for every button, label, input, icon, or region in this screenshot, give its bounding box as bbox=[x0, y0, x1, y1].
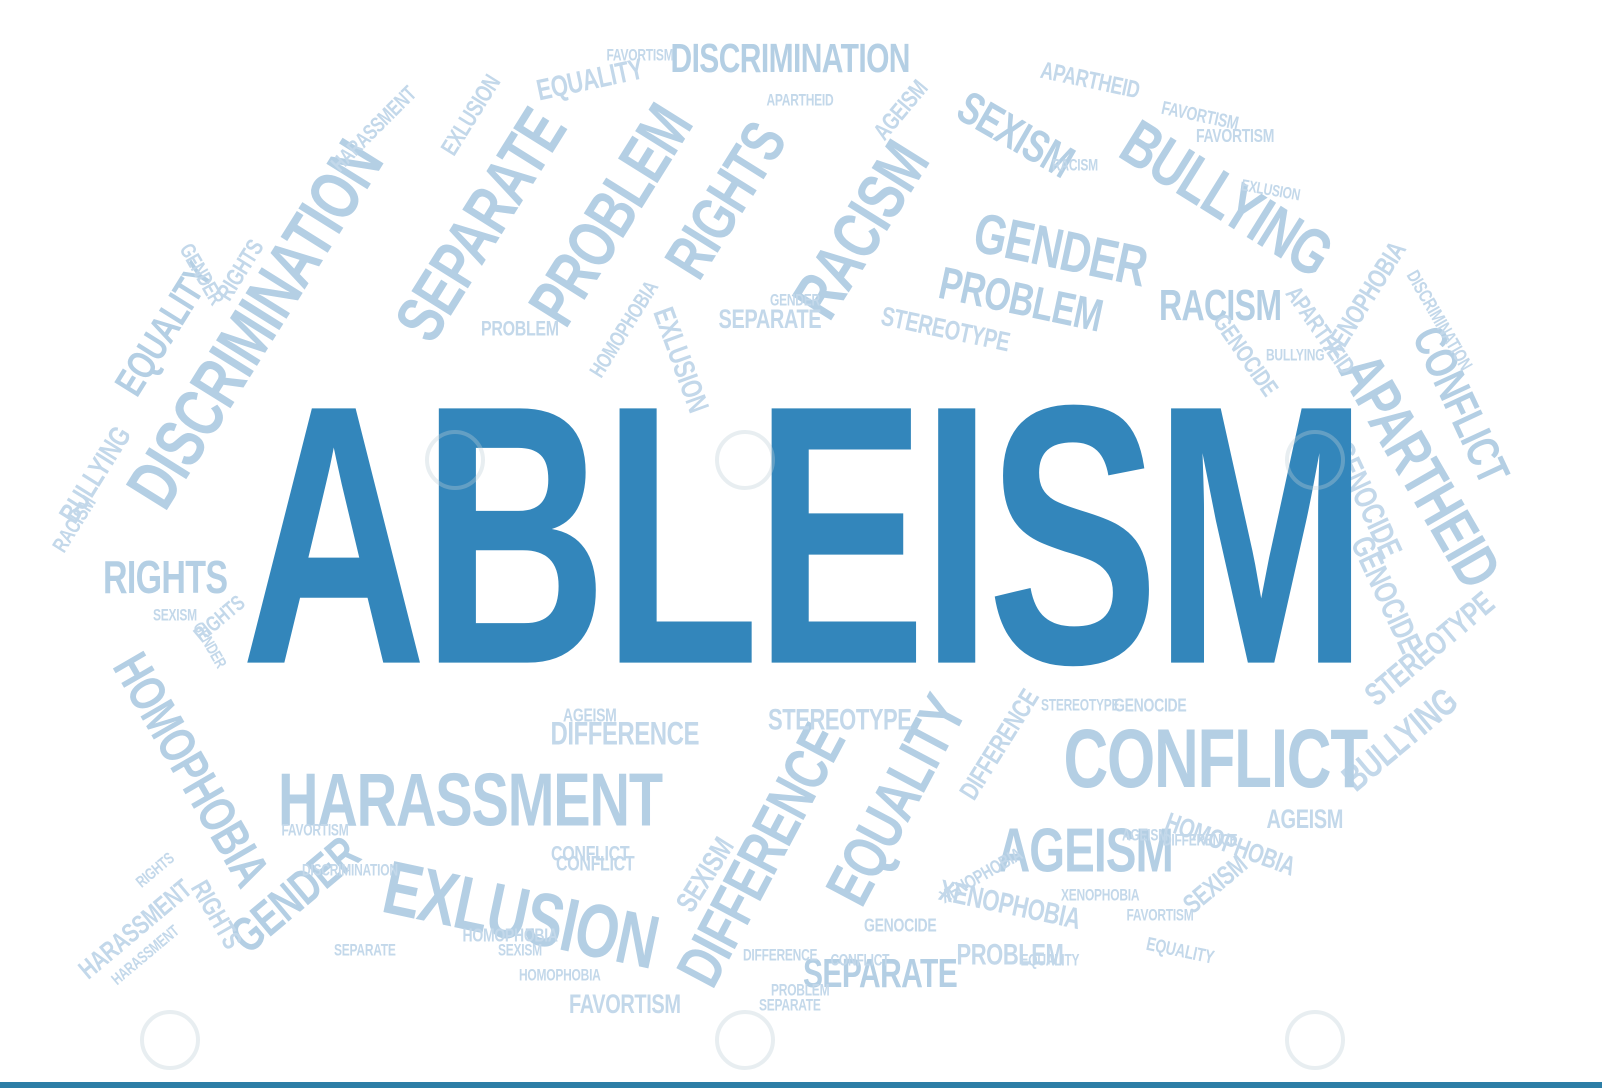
cloud-word: CONFLICT bbox=[556, 852, 635, 876]
cloud-word: FAVORTISM bbox=[1196, 124, 1275, 146]
cloud-word: BULLYING bbox=[1266, 345, 1325, 365]
cloud-word: SEPARATE bbox=[718, 305, 822, 335]
cloud-word: HOMOPHOBIA bbox=[519, 965, 601, 985]
cloud-word: STEREOTYPE bbox=[1041, 695, 1120, 715]
cloud-word: CONFLICT bbox=[551, 842, 630, 866]
watermark-swirl-icon bbox=[1285, 1010, 1345, 1070]
cloud-word: RIGHTS bbox=[103, 552, 228, 604]
cloud-word: CONFLICT bbox=[1063, 712, 1369, 806]
cloud-word: SEXISM bbox=[153, 605, 197, 625]
cloud-word: DIFFERENCE bbox=[1163, 830, 1238, 850]
cloud-word: PROBLEM bbox=[481, 317, 559, 341]
cloud-word: PROBLEM bbox=[771, 980, 830, 1000]
watermark-swirl-icon bbox=[1285, 430, 1345, 490]
cloud-word: SEPARATE bbox=[334, 940, 396, 960]
cloud-word: EQUALITY bbox=[1020, 950, 1080, 970]
cloud-word: SEPARATE bbox=[803, 952, 958, 997]
watermark-swirl-icon bbox=[715, 430, 775, 490]
cloud-word: FAVORTISM bbox=[281, 820, 349, 840]
cloud-word: DISCRIMINATION bbox=[302, 860, 398, 880]
cloud-word: GENOCIDE bbox=[864, 914, 937, 936]
watermark-swirl-icon bbox=[425, 430, 485, 490]
cloud-word: EQUALITY bbox=[1144, 932, 1216, 968]
cloud-word: APARTHEID bbox=[1038, 56, 1143, 104]
cloud-word: FAVORTISM bbox=[1126, 905, 1194, 925]
cloud-word: CONFLICT bbox=[830, 950, 890, 970]
cloud-word: DISCRIMINATION bbox=[670, 37, 911, 82]
cloud-word: AGEISM bbox=[1266, 805, 1344, 835]
cloud-word: RACISM bbox=[1159, 280, 1282, 330]
cloud-word: AGEISM bbox=[1122, 825, 1168, 845]
cloud-word: APARTHEID bbox=[766, 90, 834, 110]
cloud-word: RACISM bbox=[1052, 155, 1098, 175]
cloud-word: HARASSMENT bbox=[278, 756, 663, 842]
cloud-word: FAVORTISM bbox=[606, 45, 674, 65]
cloud-word: GENOCIDE bbox=[1114, 694, 1187, 716]
cloud-word: DIFFERENCE bbox=[743, 945, 818, 965]
cloud-word: SEPARATE bbox=[759, 995, 821, 1015]
headline-word: ABLEISM bbox=[240, 327, 1368, 742]
cloud-word: HOMOPHOBIA bbox=[462, 924, 558, 946]
cloud-word: GENDER bbox=[770, 290, 820, 310]
cloud-word: AGEISM bbox=[867, 74, 933, 146]
cloud-word: PROBLEM bbox=[956, 937, 1064, 972]
watermark-swirl-icon bbox=[715, 1010, 775, 1070]
cloud-word: AGEISM bbox=[563, 704, 617, 726]
cloud-word: DIFFERENCE bbox=[550, 716, 700, 753]
cloud-word: STEREOTYPE bbox=[768, 702, 912, 737]
cloud-word: FAVORTISM bbox=[569, 990, 681, 1020]
bottom-rule bbox=[0, 1082, 1602, 1088]
watermark-swirl-icon bbox=[140, 1010, 200, 1070]
cloud-word: XENOPHOBIA bbox=[1061, 885, 1140, 905]
cloud-word: SEXISM bbox=[498, 940, 542, 960]
cloud-word: AGEISM bbox=[997, 814, 1174, 886]
